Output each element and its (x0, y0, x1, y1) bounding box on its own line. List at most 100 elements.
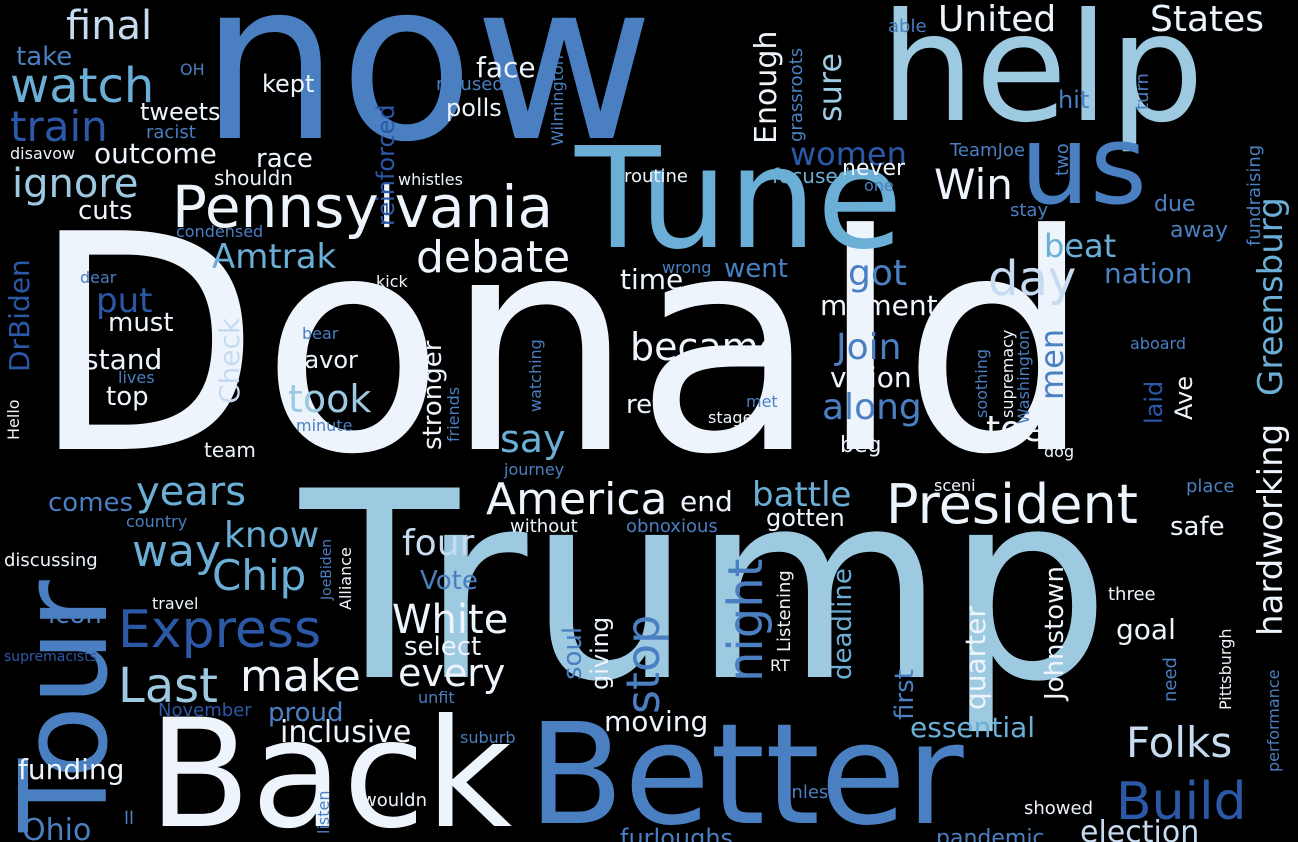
word-took: took (288, 377, 372, 421)
word-teamjoe: TeamJoe (950, 140, 1025, 161)
word-pennsylvania: Pennsylvania (172, 173, 554, 241)
word-amtrak: Amtrak (212, 237, 337, 277)
word-need: need (1160, 657, 1181, 702)
word-without: without (510, 516, 578, 537)
word-country: country (126, 512, 188, 531)
word-know: know (224, 515, 320, 556)
word-check: Check (213, 317, 246, 404)
word-met: met (746, 392, 778, 411)
word-watching: watching (526, 339, 545, 412)
word-pandemic: pandemic (936, 826, 1045, 842)
word-condensed: condensed (176, 222, 264, 241)
word-went: went (724, 254, 788, 284)
word-election: election (1080, 815, 1200, 842)
word-time: time (620, 263, 684, 296)
word-fundraising: fundraising (1244, 144, 1265, 246)
word-back: Back (148, 688, 513, 842)
word-say: say (500, 417, 566, 461)
word-last: Last (118, 658, 218, 714)
word-united: United (938, 0, 1057, 40)
word-race: race (256, 144, 313, 174)
word-johnstown: Johnstown (1040, 566, 1070, 700)
word-men: men (1033, 328, 1071, 400)
word-folks: Folks (1126, 718, 1233, 767)
word-favor: favor (296, 346, 358, 374)
word-ll: ll (124, 808, 135, 829)
word-way: way (132, 526, 221, 577)
word-america: America (486, 474, 668, 525)
word-supremacists: supremacists (4, 649, 97, 665)
word-journey: journey (504, 460, 565, 479)
word-nation: nation (1104, 257, 1193, 290)
word-donald: Donald (30, 171, 1093, 520)
word-got: got (848, 253, 907, 294)
word-racist: racist (146, 122, 196, 143)
word-sure: sure (811, 52, 849, 122)
word-years: years (136, 469, 247, 515)
word-along: along (822, 387, 922, 428)
word-first: first (890, 669, 920, 720)
word-routine: routine (624, 166, 688, 187)
word-alliance: Alliance (336, 547, 355, 610)
word-shouldn: shouldn (214, 166, 293, 190)
word-whistles: whistles (398, 170, 463, 189)
word-discussing: discussing (4, 550, 98, 571)
word-dog: dog (1044, 442, 1075, 461)
word-beat: beat (1044, 227, 1117, 265)
word-stage: stage (708, 408, 753, 427)
word-kick: kick (376, 272, 408, 291)
word-showed: showed (1024, 798, 1094, 819)
word-vision: vision (830, 361, 912, 394)
word-bear: bear (302, 324, 339, 343)
word-travel: travel (152, 594, 199, 613)
word-essential: essential (910, 711, 1036, 744)
word-express: Express (118, 600, 322, 660)
word-reinforced: reinforced (372, 104, 400, 226)
word-funding: funding (18, 753, 125, 786)
word-quarter: quarter (959, 606, 992, 710)
word-pittsburgh: Pittsburgh (1216, 628, 1235, 710)
word-drbiden: DrBiden (3, 259, 36, 372)
word-inclusive: inclusive (280, 715, 412, 750)
word-ignore: ignore (12, 161, 139, 207)
word-deadline: deadline (828, 568, 858, 680)
word-put: put (96, 281, 153, 321)
word-proud: proud (268, 698, 344, 728)
word-women: women (790, 135, 907, 173)
word-wilmington: Wilmington (548, 55, 567, 146)
word-white: White (392, 597, 509, 643)
word-better: Better (528, 694, 964, 842)
word-vote: Vote (420, 566, 478, 596)
word-train: train (10, 102, 108, 151)
word-rt: RT (770, 656, 790, 675)
word-win: Win (934, 160, 1013, 209)
word-soothing: soothing (972, 348, 991, 418)
word-make: make (240, 651, 361, 702)
word-stronger: stronger (418, 340, 448, 450)
word-top: top (106, 382, 149, 412)
word-battle: battle (752, 475, 852, 515)
word-washington: Washington (1014, 329, 1033, 424)
word-one: one (864, 176, 894, 195)
word-grassroots: grassroots (786, 47, 807, 142)
word-moments: moments (820, 289, 953, 322)
word-goal: goal (1116, 613, 1176, 646)
word-must: must (108, 308, 174, 338)
word-furloughs: furloughs (620, 824, 734, 842)
word-every: every (398, 651, 506, 695)
word-due: due (1154, 192, 1196, 217)
word-two: two (1052, 143, 1073, 176)
word-obnoxious: obnoxious (626, 516, 718, 537)
word-giving: giving (586, 616, 614, 690)
word-three: three (1108, 584, 1156, 605)
word-oh: OH (180, 60, 205, 79)
word-re: re (626, 390, 653, 420)
word-beg: beg (840, 433, 882, 458)
word-polls: polls (446, 94, 502, 122)
word-final: final (66, 3, 153, 49)
word-listening: Listening (774, 570, 795, 652)
word-away: away (1170, 218, 1228, 243)
word-face: face (476, 51, 536, 84)
word-tweets: tweets (140, 98, 221, 126)
